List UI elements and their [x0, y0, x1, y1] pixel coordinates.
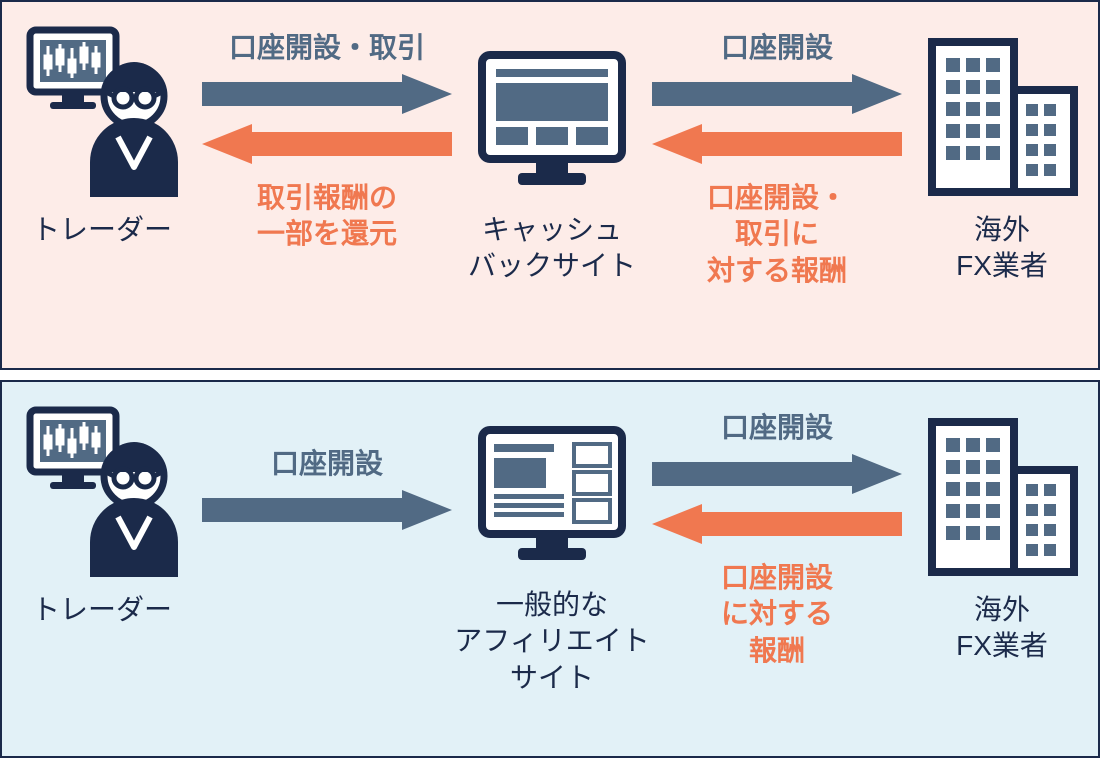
cashback-site-label: キャッシュ バックサイト — [452, 212, 652, 285]
affiliate-site-icon — [472, 422, 632, 572]
arrow-left-fwd-label-b: 口座開設 — [202, 446, 452, 482]
arrow-right-back-b — [652, 504, 902, 544]
trader-icon — [22, 22, 182, 202]
arrow-left-back — [202, 124, 452, 164]
cashback-site-icon — [472, 47, 632, 197]
arrow-right-fwd-label-b: 口座開設 — [652, 410, 902, 446]
broker-label-b: 海外 FX業者 — [922, 592, 1082, 665]
arrow-left-forward — [202, 74, 452, 114]
arrow-right-back-label: 口座開設・ 取引に 対する報酬 — [662, 180, 892, 289]
trader-label: トレーダー — [22, 212, 182, 248]
panel-cashback: トレーダー キャッシュ バックサイト 海外 FX業者 — [0, 0, 1100, 370]
arrow-right-forward-b — [652, 454, 902, 494]
affiliate-site-label: 一般的な アフィリエイト サイト — [442, 587, 662, 696]
trader-icon — [22, 402, 182, 582]
arrow-left-back-label: 取引報酬の 一部を還元 — [202, 180, 452, 253]
arrow-right-fwd-label: 口座開設 — [652, 30, 902, 66]
arrow-right-back-label-b: 口座開設 に対する 報酬 — [662, 560, 892, 669]
broker-icon — [922, 32, 1082, 202]
arrow-left-fwd-label: 口座開設・取引 — [202, 30, 452, 66]
arrow-right-forward — [652, 74, 902, 114]
trader-label-b: トレーダー — [22, 592, 182, 628]
arrow-left-forward-b — [202, 490, 452, 530]
panel-affiliate: トレーダー 一般的な アフィリエイト サイト — [0, 380, 1100, 758]
arrow-right-back — [652, 124, 902, 164]
broker-label: 海外 FX業者 — [922, 212, 1082, 285]
broker-icon-b — [922, 412, 1082, 582]
